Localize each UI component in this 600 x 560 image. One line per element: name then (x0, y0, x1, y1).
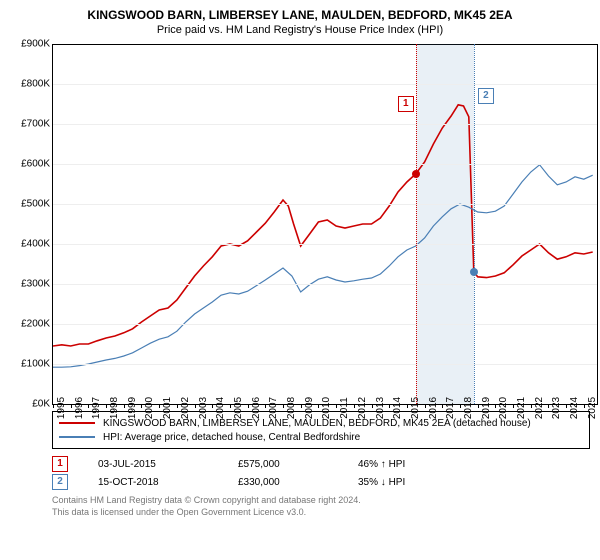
x-axis-label: 1999 (127, 397, 138, 419)
x-axis-label: 2011 (339, 397, 350, 419)
event-row-2: 2 15-OCT-2018 £330,000 35% ↓ HPI (52, 473, 590, 491)
chart-subtitle: Price paid vs. HM Land Registry's House … (10, 24, 590, 36)
legend-label: HPI: Average price, detached house, Cent… (103, 432, 360, 443)
event-hpi-delta: 46% ↑ HPI (358, 459, 405, 470)
x-axis-label: 2009 (304, 397, 315, 419)
event-dot-1 (412, 170, 420, 178)
x-axis-label: 2004 (215, 397, 226, 419)
event-marker-2: 2 (478, 88, 494, 104)
plot-area: £0K£100K£200K£300K£400K£500K£600K£700K£8… (52, 44, 598, 405)
x-axis-label: 1996 (74, 397, 85, 419)
x-axis-label: 2006 (251, 397, 262, 419)
x-axis-label: 2021 (516, 397, 527, 419)
x-axis-label: 2018 (463, 397, 474, 419)
x-axis-label: 2000 (144, 397, 155, 419)
y-axis-label: £100K (21, 359, 50, 370)
legend-item: HPI: Average price, detached house, Cent… (59, 430, 583, 444)
footer-line-1: Contains HM Land Registry data © Crown c… (52, 495, 590, 507)
x-axis-label: 2008 (286, 397, 297, 419)
y-axis-label: £800K (21, 79, 50, 90)
events-table: 1 03-JUL-2015 £575,000 46% ↑ HPI 2 15-OCT-201… (52, 455, 590, 491)
event-hpi-delta: 35% ↓ HPI (358, 477, 405, 488)
chart-title: KINGSWOOD BARN, LIMBERSEY LANE, MAULDEN,… (10, 8, 590, 22)
x-axis-label: 2007 (268, 397, 279, 419)
x-axis-label: 2020 (498, 397, 509, 419)
y-axis-label: £900K (21, 39, 50, 50)
x-axis-label: 1995 (56, 397, 67, 419)
event-box-icon: 1 (52, 456, 68, 472)
legend-swatch (59, 436, 95, 438)
x-axis-label: 1997 (91, 397, 102, 419)
event-row-1: 1 03-JUL-2015 £575,000 46% ↑ HPI (52, 455, 590, 473)
y-axis-label: £300K (21, 279, 50, 290)
event-dot-2 (470, 268, 478, 276)
event-box-icon: 2 (52, 474, 68, 490)
x-axis-label: 2002 (180, 397, 191, 419)
event-price: £330,000 (238, 477, 328, 488)
x-axis-label: 2005 (233, 397, 244, 419)
x-axis-label: 2012 (357, 397, 368, 419)
x-axis-label: 2001 (162, 397, 173, 419)
y-axis-label: £500K (21, 199, 50, 210)
y-axis-label: £0K (32, 399, 50, 410)
series-property (53, 105, 593, 346)
footer-line-2: This data is licensed under the Open Gov… (52, 507, 590, 519)
x-axis-label: 2017 (445, 397, 456, 419)
chart-container: KINGSWOOD BARN, LIMBERSEY LANE, MAULDEN,… (0, 0, 600, 560)
x-axis-label: 2003 (198, 397, 209, 419)
event-marker-1: 1 (398, 96, 414, 112)
x-axis-label: 2024 (569, 397, 580, 419)
x-axis-label: 1998 (109, 397, 120, 419)
x-axis-label: 2014 (392, 397, 403, 419)
x-axis-label: 2010 (321, 397, 332, 419)
x-axis-label: 2019 (481, 397, 492, 419)
event-date: 03-JUL-2015 (98, 459, 208, 470)
x-axis-label: 2023 (551, 397, 562, 419)
footer-attribution: Contains HM Land Registry data © Crown c… (52, 495, 590, 518)
x-axis-label: 2022 (534, 397, 545, 419)
legend-swatch (59, 422, 95, 424)
x-axis-label: 2025 (587, 397, 598, 419)
x-axis-label: 2016 (428, 397, 439, 419)
event-date: 15-OCT-2018 (98, 477, 208, 488)
event-price: £575,000 (238, 459, 328, 470)
y-axis-label: £700K (21, 119, 50, 130)
y-axis-label: £400K (21, 239, 50, 250)
x-axis-label: 2013 (375, 397, 386, 419)
line-svg (53, 44, 598, 404)
y-axis-label: £200K (21, 319, 50, 330)
legend-label: KINGSWOOD BARN, LIMBERSEY LANE, MAULDEN,… (103, 418, 531, 429)
y-axis-label: £600K (21, 159, 50, 170)
